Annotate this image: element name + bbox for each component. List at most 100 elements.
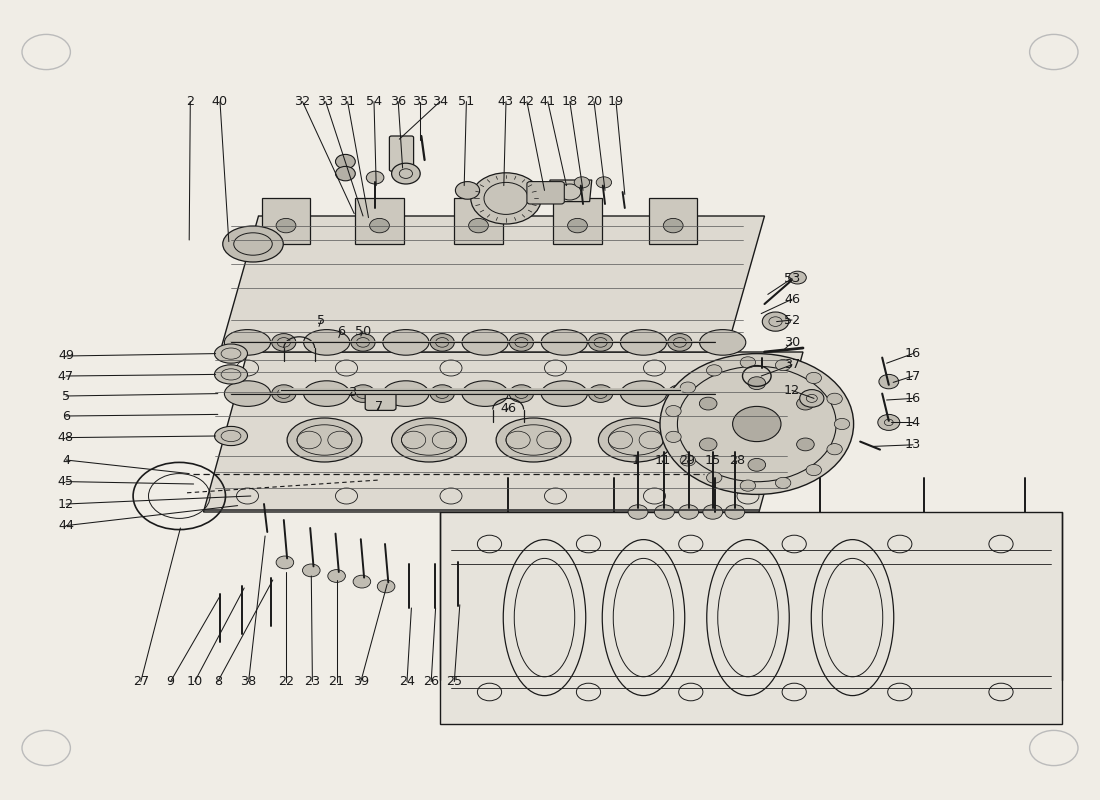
Text: 28: 28 [729,454,745,467]
Text: 42: 42 [519,95,535,108]
Circle shape [806,372,822,383]
Circle shape [328,570,345,582]
Circle shape [666,431,681,442]
Text: 44: 44 [58,519,74,532]
Text: 8: 8 [213,675,222,688]
Text: 54: 54 [366,95,382,108]
FancyBboxPatch shape [553,198,602,244]
Text: 16: 16 [905,392,921,405]
FancyBboxPatch shape [355,198,404,244]
Text: 25: 25 [447,675,462,688]
Circle shape [827,394,843,405]
Circle shape [366,171,384,184]
Ellipse shape [287,418,362,462]
Ellipse shape [700,330,746,355]
Text: 11: 11 [654,454,670,467]
Ellipse shape [509,385,534,402]
Text: 22: 22 [278,675,294,688]
Text: 19: 19 [608,95,624,108]
Ellipse shape [668,385,692,402]
Circle shape [776,478,791,489]
Ellipse shape [304,381,350,406]
Ellipse shape [224,381,271,406]
Circle shape [725,505,745,519]
Circle shape [789,271,806,284]
Circle shape [276,556,294,569]
Text: 12: 12 [58,498,74,510]
Circle shape [666,406,681,417]
Text: 29: 29 [680,454,695,467]
Ellipse shape [214,365,248,384]
Text: 35: 35 [412,95,428,108]
Circle shape [806,465,822,476]
Text: 51: 51 [459,95,474,108]
FancyBboxPatch shape [440,512,1062,724]
Circle shape [748,377,766,390]
Circle shape [680,382,695,393]
Ellipse shape [668,334,692,351]
Circle shape [796,397,814,410]
Ellipse shape [588,385,613,402]
Text: 47: 47 [58,370,74,382]
Text: 4: 4 [62,454,70,466]
Circle shape [748,458,766,471]
Ellipse shape [222,226,284,262]
Ellipse shape [509,334,534,351]
FancyBboxPatch shape [649,198,697,244]
Text: 33: 33 [318,95,333,108]
Circle shape [663,218,683,233]
Text: 32: 32 [295,95,310,108]
Circle shape [660,354,854,494]
Text: 50: 50 [355,325,371,338]
Circle shape [679,505,699,519]
Circle shape [568,218,587,233]
Text: 6: 6 [62,410,70,422]
Polygon shape [220,216,764,352]
Ellipse shape [620,381,667,406]
Circle shape [628,505,648,519]
Text: 53: 53 [784,272,800,285]
FancyBboxPatch shape [527,182,564,204]
Circle shape [471,173,541,224]
Circle shape [706,365,722,376]
Ellipse shape [620,330,667,355]
Circle shape [733,406,781,442]
Text: 41: 41 [540,95,556,108]
Text: 2: 2 [186,95,195,108]
Text: 3: 3 [348,386,356,398]
Ellipse shape [462,330,508,355]
FancyBboxPatch shape [262,198,310,244]
Circle shape [392,163,420,184]
Ellipse shape [214,426,248,446]
Text: 48: 48 [58,431,74,444]
Text: 49: 49 [58,350,74,362]
Circle shape [740,357,756,368]
Text: 38: 38 [241,675,256,688]
Circle shape [654,505,674,519]
Text: 12: 12 [784,384,800,397]
Text: 20: 20 [586,95,602,108]
Ellipse shape [224,330,271,355]
Ellipse shape [700,381,746,406]
Ellipse shape [214,344,248,363]
Circle shape [596,177,612,188]
Text: 40: 40 [212,95,228,108]
Ellipse shape [541,381,587,406]
Circle shape [455,182,480,199]
Ellipse shape [392,418,466,462]
Text: 43: 43 [498,95,514,108]
Circle shape [336,166,355,181]
Text: 31: 31 [340,95,355,108]
Ellipse shape [541,330,587,355]
Ellipse shape [462,381,508,406]
Text: 10: 10 [187,675,202,688]
Circle shape [302,564,320,577]
Text: 37: 37 [784,358,800,371]
Text: 21: 21 [329,675,344,688]
Text: 5: 5 [62,390,70,402]
Ellipse shape [383,381,429,406]
Circle shape [370,218,389,233]
Text: 39: 39 [353,675,369,688]
Ellipse shape [351,334,375,351]
Circle shape [336,154,355,169]
